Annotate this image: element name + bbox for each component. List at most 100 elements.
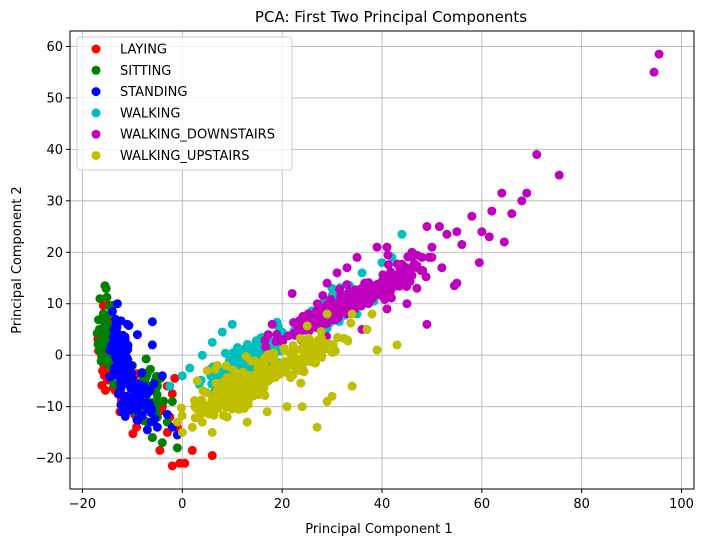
data-point [224,380,234,390]
legend-marker [91,129,101,139]
data-point [120,332,130,342]
data-point [102,292,112,302]
data-point [217,327,227,337]
data-point [499,237,509,247]
data-point [202,366,212,376]
data-point [372,242,382,252]
data-point [128,391,138,401]
data-point [113,389,123,399]
data-point [192,376,202,386]
data-point [238,371,248,381]
data-point [307,310,317,320]
data-point [172,443,182,453]
data-point [177,371,187,381]
data-point [246,356,256,366]
data-point [437,263,447,273]
legend-marker [91,65,101,75]
data-point [427,242,437,252]
data-point [554,170,564,180]
data-point [95,294,105,304]
data-point [212,378,222,388]
data-point [449,281,459,291]
data-point [362,283,372,293]
data-point [185,363,195,373]
data-point [111,314,121,324]
data-point [132,330,142,340]
data-point [104,372,114,382]
chart-title: PCA: First Two Principal Components [255,8,527,26]
data-point [434,222,444,232]
axis-ticks: −20 0 20 40 60 80 100 −20 −10 0 10 20 30 40 50 60 [36,40,694,512]
data-point [167,397,177,407]
data-point [291,345,301,355]
legend-marker [91,44,101,54]
data-point [97,352,107,362]
data-point [264,370,274,380]
data-point [208,403,218,413]
data-point [197,395,207,405]
data-point [343,298,353,308]
data-point [207,427,217,437]
data-point [395,262,405,272]
data-point [120,411,130,421]
data-point [347,309,357,319]
data-point [295,365,305,375]
data-point [497,188,507,198]
data-point [372,345,382,355]
data-point [386,267,396,277]
data-point [187,422,197,432]
data-point [197,406,207,416]
data-point [442,229,452,239]
data-point [256,365,266,375]
legend-label: WALKING_UPSTAIRS [120,149,250,164]
data-point [109,380,119,390]
data-point [187,445,197,455]
data-point [108,339,118,349]
data-point [317,352,327,362]
data-point [221,361,231,371]
data-point [322,278,332,288]
x-axis-title: Principal Component 1 [305,522,452,537]
x-tick-label: 0 [178,497,186,512]
data-point [362,324,372,334]
data-point [267,319,277,329]
data-point [422,319,432,329]
data-point [220,348,230,358]
data-point [302,321,312,331]
data-point [484,232,494,242]
data-point [152,390,162,400]
data-point [142,425,152,435]
legend-label: STANDING [120,85,187,100]
data-point [477,227,487,237]
data-point [101,328,111,338]
data-point [352,252,362,262]
data-point [274,359,284,369]
data-point [152,422,162,432]
data-point [397,229,407,239]
data-point [349,286,359,296]
data-point [157,371,167,381]
data-point [170,373,180,383]
data-point [289,328,299,338]
data-point [522,188,532,198]
data-point [232,378,242,388]
data-point [452,227,462,237]
data-point [100,281,110,291]
data-point [487,206,497,216]
data-point [532,150,542,160]
data-point [332,268,342,278]
data-point [176,403,186,413]
data-point [279,343,289,353]
data-point [380,294,390,304]
data-point [260,335,270,345]
data-point [467,211,477,221]
data-point [282,368,292,378]
data-point [190,396,200,406]
data-points [92,49,664,471]
legend-marker [91,108,101,118]
data-point [342,263,352,273]
data-point [407,270,417,280]
data-point [261,342,271,352]
data-point [167,461,177,471]
